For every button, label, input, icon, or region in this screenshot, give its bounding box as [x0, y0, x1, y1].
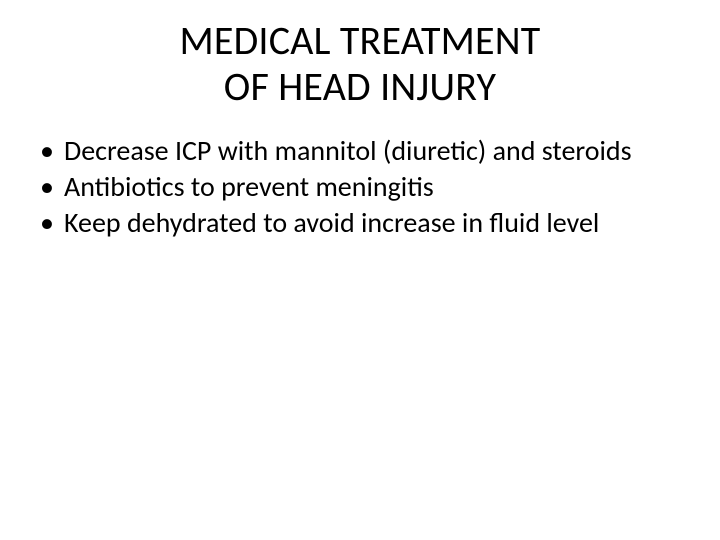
- list-item: Decrease ICP with mannitol (diuretic) an…: [34, 134, 686, 168]
- slide: MEDICAL TREATMENT OF HEAD INJURY Decreas…: [0, 0, 720, 540]
- title-line-2: OF HEAD INJURY: [0, 64, 720, 110]
- list-item: Antibiotics to prevent meningitis: [34, 170, 686, 204]
- bullet-list: Decrease ICP with mannitol (diuretic) an…: [34, 134, 686, 240]
- slide-body: Decrease ICP with mannitol (diuretic) an…: [0, 110, 720, 240]
- list-item: Keep dehydrated to avoid increase in flu…: [34, 206, 686, 240]
- title-line-1: MEDICAL TREATMENT: [0, 18, 720, 64]
- slide-title: MEDICAL TREATMENT OF HEAD INJURY: [0, 0, 720, 110]
